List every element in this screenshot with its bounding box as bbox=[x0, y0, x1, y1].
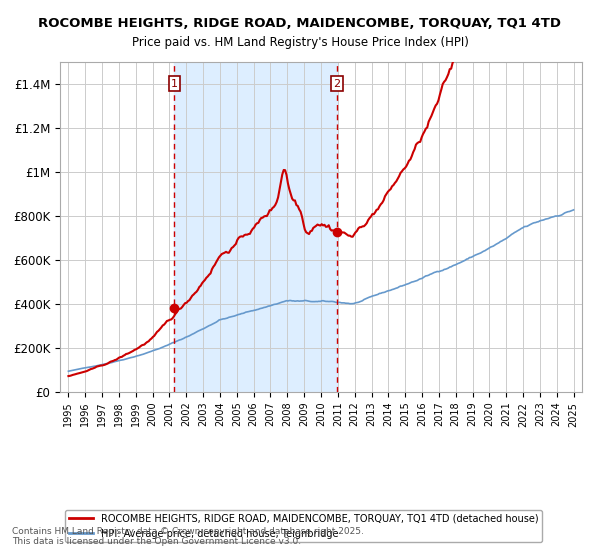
Text: 2: 2 bbox=[333, 78, 340, 88]
Text: Price paid vs. HM Land Registry's House Price Index (HPI): Price paid vs. HM Land Registry's House … bbox=[131, 36, 469, 49]
Bar bbox=[175, 62, 337, 392]
Text: ROCOMBE HEIGHTS, RIDGE ROAD, MAIDENCOMBE, TORQUAY, TQ1 4TD: ROCOMBE HEIGHTS, RIDGE ROAD, MAIDENCOMBE… bbox=[38, 17, 562, 30]
Text: Contains HM Land Registry data © Crown copyright and database right 2025.
This d: Contains HM Land Registry data © Crown c… bbox=[12, 526, 364, 546]
Text: 1: 1 bbox=[171, 78, 178, 88]
Legend: ROCOMBE HEIGHTS, RIDGE ROAD, MAIDENCOMBE, TORQUAY, TQ1 4TD (detached house), HPI: ROCOMBE HEIGHTS, RIDGE ROAD, MAIDENCOMBE… bbox=[65, 510, 542, 543]
